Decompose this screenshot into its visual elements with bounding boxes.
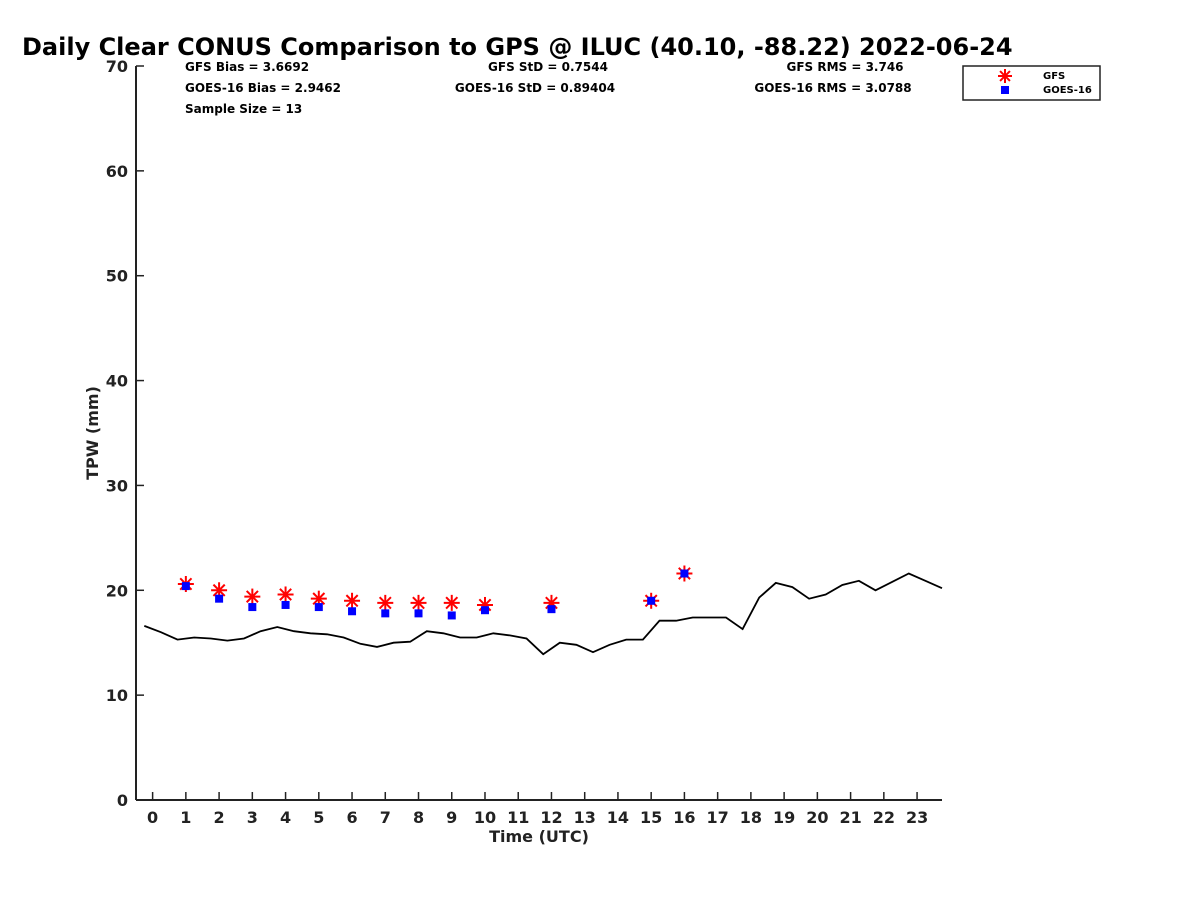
gps-line-layer: [143, 572, 943, 656]
x-tick-label: 22: [873, 808, 895, 827]
legend-gfs-label: GFS: [1043, 71, 1065, 82]
goes16-point: [447, 611, 456, 620]
goes16-markers: [181, 569, 689, 620]
x-tick-label: 20: [806, 808, 828, 827]
goes16-point: [281, 600, 290, 609]
x-tick-label: 17: [707, 808, 729, 827]
axis-ticks: 0 1 2 3 4 5 6 7 8 9 10 11 12 13 14 15 16 17 18 19 20 21 22 2301…: [106, 57, 928, 827]
y-tick-label: 50: [106, 267, 128, 286]
stat-text: Sample Size = 13: [185, 102, 302, 116]
goes16-point: [381, 609, 390, 618]
y-tick-label: 30: [106, 476, 128, 495]
goes16-point: [647, 596, 656, 605]
gfs-point: [344, 592, 361, 609]
x-tick-label: 21: [839, 808, 861, 827]
goes16-point: [181, 582, 190, 591]
x-tick-label: 3: [247, 808, 258, 827]
legend-gfs-marker: [998, 69, 1012, 83]
gfs-point: [277, 586, 294, 603]
goes16-point: [680, 569, 689, 578]
x-tick-label: 10: [474, 808, 496, 827]
gfs-point: [410, 594, 427, 611]
stat-text: GOES-16 RMS = 3.0788: [754, 81, 911, 95]
legend-goes16-marker: [1001, 86, 1009, 94]
stats-block: GFS Bias = 3.6692 GOES-16 Bias = 2.9462 Sa…: [185, 60, 912, 116]
x-tick-label: 6: [346, 808, 357, 827]
x-tick-label: 4: [280, 808, 291, 827]
goes16-point: [348, 607, 357, 616]
x-axis-label: Time (UTC): [489, 827, 589, 846]
y-tick-label: 10: [106, 686, 128, 705]
legend: GFS GOES-16: [962, 65, 1101, 101]
x-tick-label: 11: [507, 808, 529, 827]
goes16-point: [314, 603, 323, 612]
gps-series-line: [143, 572, 943, 656]
legend-box: [962, 65, 1101, 101]
x-tick-label: 16: [673, 808, 695, 827]
x-tick-label: 8: [413, 808, 424, 827]
x-tick-label: 14: [607, 808, 629, 827]
x-tick-label: 5: [313, 808, 324, 827]
goes16-point: [547, 605, 556, 614]
x-tick-label: 18: [740, 808, 762, 827]
stat-text: GFS StD = 0.7544: [488, 60, 608, 74]
y-tick-label: 20: [106, 581, 128, 600]
x-tick-label: 13: [574, 808, 596, 827]
x-tick-label: 7: [380, 808, 391, 827]
stat-text: GOES-16 StD = 0.89404: [455, 81, 615, 95]
goes16-point: [414, 609, 423, 618]
y-tick-label: 40: [106, 372, 128, 391]
goes16-point: [215, 594, 224, 603]
x-tick-label: 19: [773, 808, 795, 827]
goes16-point: [480, 606, 489, 615]
stat-text: GOES-16 Bias = 2.9462: [185, 81, 341, 95]
x-tick-label: 0: [147, 808, 158, 827]
x-tick-label: 12: [540, 808, 562, 827]
y-axis-label: TPW (mm): [83, 386, 102, 480]
x-tick-label: 2: [214, 808, 225, 827]
y-tick-label: 0: [117, 791, 128, 810]
gfs-point: [244, 588, 261, 605]
x-tick-label: 9: [446, 808, 457, 827]
stat-text: GFS Bias = 3.6692: [185, 60, 309, 74]
x-tick-label: 1: [180, 808, 191, 827]
chart-title: Daily Clear CONUS Comparison to GPS @ IL…: [22, 33, 1013, 61]
y-tick-label: 70: [106, 57, 128, 76]
goes16-point: [248, 603, 257, 612]
axes: [135, 66, 942, 801]
x-tick-label: 15: [640, 808, 662, 827]
gfs-point: [377, 594, 394, 611]
stat-text: GFS RMS = 3.746: [786, 60, 903, 74]
x-tick-label: 23: [906, 808, 928, 827]
y-tick-label: 60: [106, 162, 128, 181]
gfs-point: [443, 594, 460, 611]
legend-goes16-label: GOES-16: [1043, 85, 1092, 96]
